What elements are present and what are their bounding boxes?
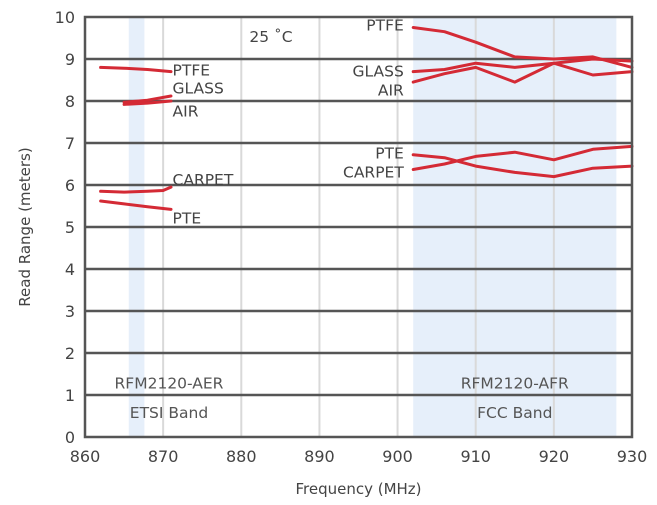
x-tick-label: 920: [539, 447, 570, 466]
series-annotation: AIR: [173, 103, 199, 121]
y-tick-label: 9: [65, 50, 75, 69]
series-line-carpet: [99, 185, 173, 194]
x-tick-label: 880: [226, 447, 257, 466]
series-line-glass: [122, 94, 173, 104]
band-labels: RFM2120-AER ETSI Band RFM2120-AFR FCC Band: [115, 374, 570, 421]
band-sub-label: FCC Band: [477, 404, 552, 422]
plot-frame: [83, 15, 634, 439]
x-tick-label: 910: [460, 447, 491, 466]
y-tick-label: 8: [65, 92, 75, 111]
series-annotation: CARPET: [173, 171, 234, 189]
series-line-ptfe: [99, 65, 173, 74]
y-tick-label: 5: [65, 218, 75, 237]
series-line-pte: [411, 153, 634, 179]
series-annotation: GLASS: [353, 63, 404, 81]
x-tick-label: 930: [617, 447, 648, 466]
band-name-label: RFM2120-AFR: [461, 374, 569, 392]
series-line-ptfe: [411, 26, 634, 69]
y-tick-label: 7: [65, 134, 75, 153]
band-sub-label: ETSI Band: [130, 404, 208, 422]
series-annotation: PTFE: [173, 61, 211, 79]
series-annotations: PTFEGLASSAIRCARPETPTEPTFEGLASSAIRPTECARP…: [173, 16, 405, 227]
y-tick-label: 0: [65, 428, 75, 447]
series-line-air: [411, 61, 634, 84]
y-axis-title: Read Range (meters): [16, 147, 34, 306]
x-tick-label: 890: [304, 447, 335, 466]
series-line-carpet: [411, 144, 634, 171]
y-tick-label: 10: [55, 8, 75, 27]
x-tick-label: 860: [70, 447, 101, 466]
data-series: [99, 26, 634, 211]
y-tick-label: 3: [65, 302, 75, 321]
series-annotation: PTE: [375, 145, 404, 163]
y-tick-label: 2: [65, 344, 75, 363]
y-tick-label: 1: [65, 386, 75, 405]
x-tick-label: 900: [382, 447, 413, 466]
series-annotation: AIR: [378, 82, 404, 100]
series-line-air: [122, 99, 173, 106]
series-line-pte: [99, 199, 173, 211]
series-annotation: CARPET: [343, 163, 404, 181]
y-tick-label: 6: [65, 176, 75, 195]
y-tick-label: 4: [65, 260, 75, 279]
x-axis-ticks: 860 870 880 890 900 910 920 930: [70, 447, 648, 466]
series-annotation: PTE: [173, 210, 202, 228]
y-axis-ticks: 0 1 2 3 4 5 6 7 8 9 10: [55, 8, 75, 447]
temperature-label: 25 ˚C: [249, 28, 292, 46]
series-annotation: GLASS: [173, 79, 224, 97]
series-annotation: PTFE: [366, 16, 404, 34]
series-line-glass: [411, 57, 634, 74]
x-tick-label: 870: [148, 447, 179, 466]
grid-lines: [85, 17, 632, 437]
x-axis-title: Frequency (MHz): [295, 480, 421, 498]
band-name-label: RFM2120-AER: [115, 374, 224, 392]
